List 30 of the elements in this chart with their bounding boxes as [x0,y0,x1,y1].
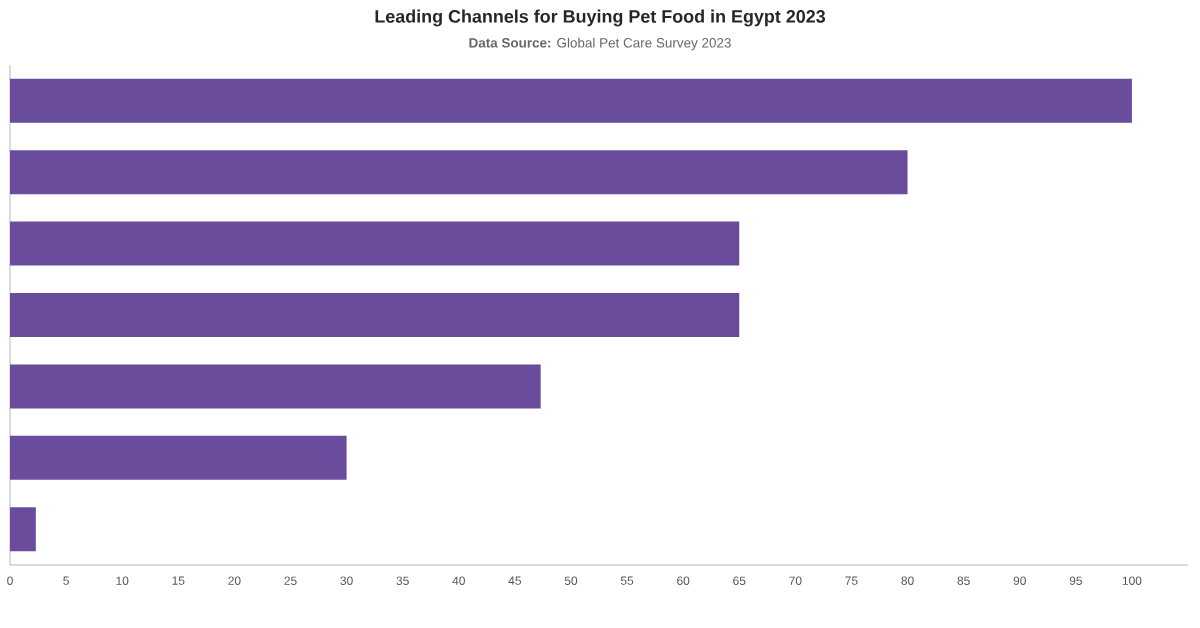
x-tick-label: 55 [620,576,634,585]
bar [10,507,36,552]
x-tick-label: 95 [1069,576,1082,585]
x-tick-label: 75 [845,576,858,585]
x-tick-label: 85 [957,576,970,585]
x-tick-label: 35 [396,576,409,585]
x-tick-label: 15 [172,576,185,585]
x-tick-label: 30 [340,576,353,585]
chart-subtitle: Data Source: Global Pet Care Survey 2023 [469,37,731,51]
bar [10,221,740,266]
x-tick-label: 45 [508,576,522,585]
x-tick-label: 25 [284,576,297,585]
x-tick-label: 80 [901,576,914,585]
x-tick-label: 60 [677,576,690,585]
x-tick-label: 20 [228,576,241,585]
x-tick-label: 0 [7,576,13,585]
x-tick-label: 10 [116,576,129,585]
bar [10,78,1132,123]
bar [10,364,541,409]
x-tick-label: 70 [789,576,802,585]
x-tick-label: 100 [1122,576,1142,585]
x-tick-label: 65 [733,576,746,585]
x-tick-label: 90 [1013,576,1026,585]
x-tick-label: 50 [564,576,578,585]
bar [10,292,740,337]
bar [10,435,347,480]
bar [10,150,908,195]
x-tick-label: 40 [452,576,465,585]
x-tick-label: 5 [63,576,69,585]
chart-title: Leading Channels for Buying Pet Food in Egypt 2023 [375,9,826,27]
